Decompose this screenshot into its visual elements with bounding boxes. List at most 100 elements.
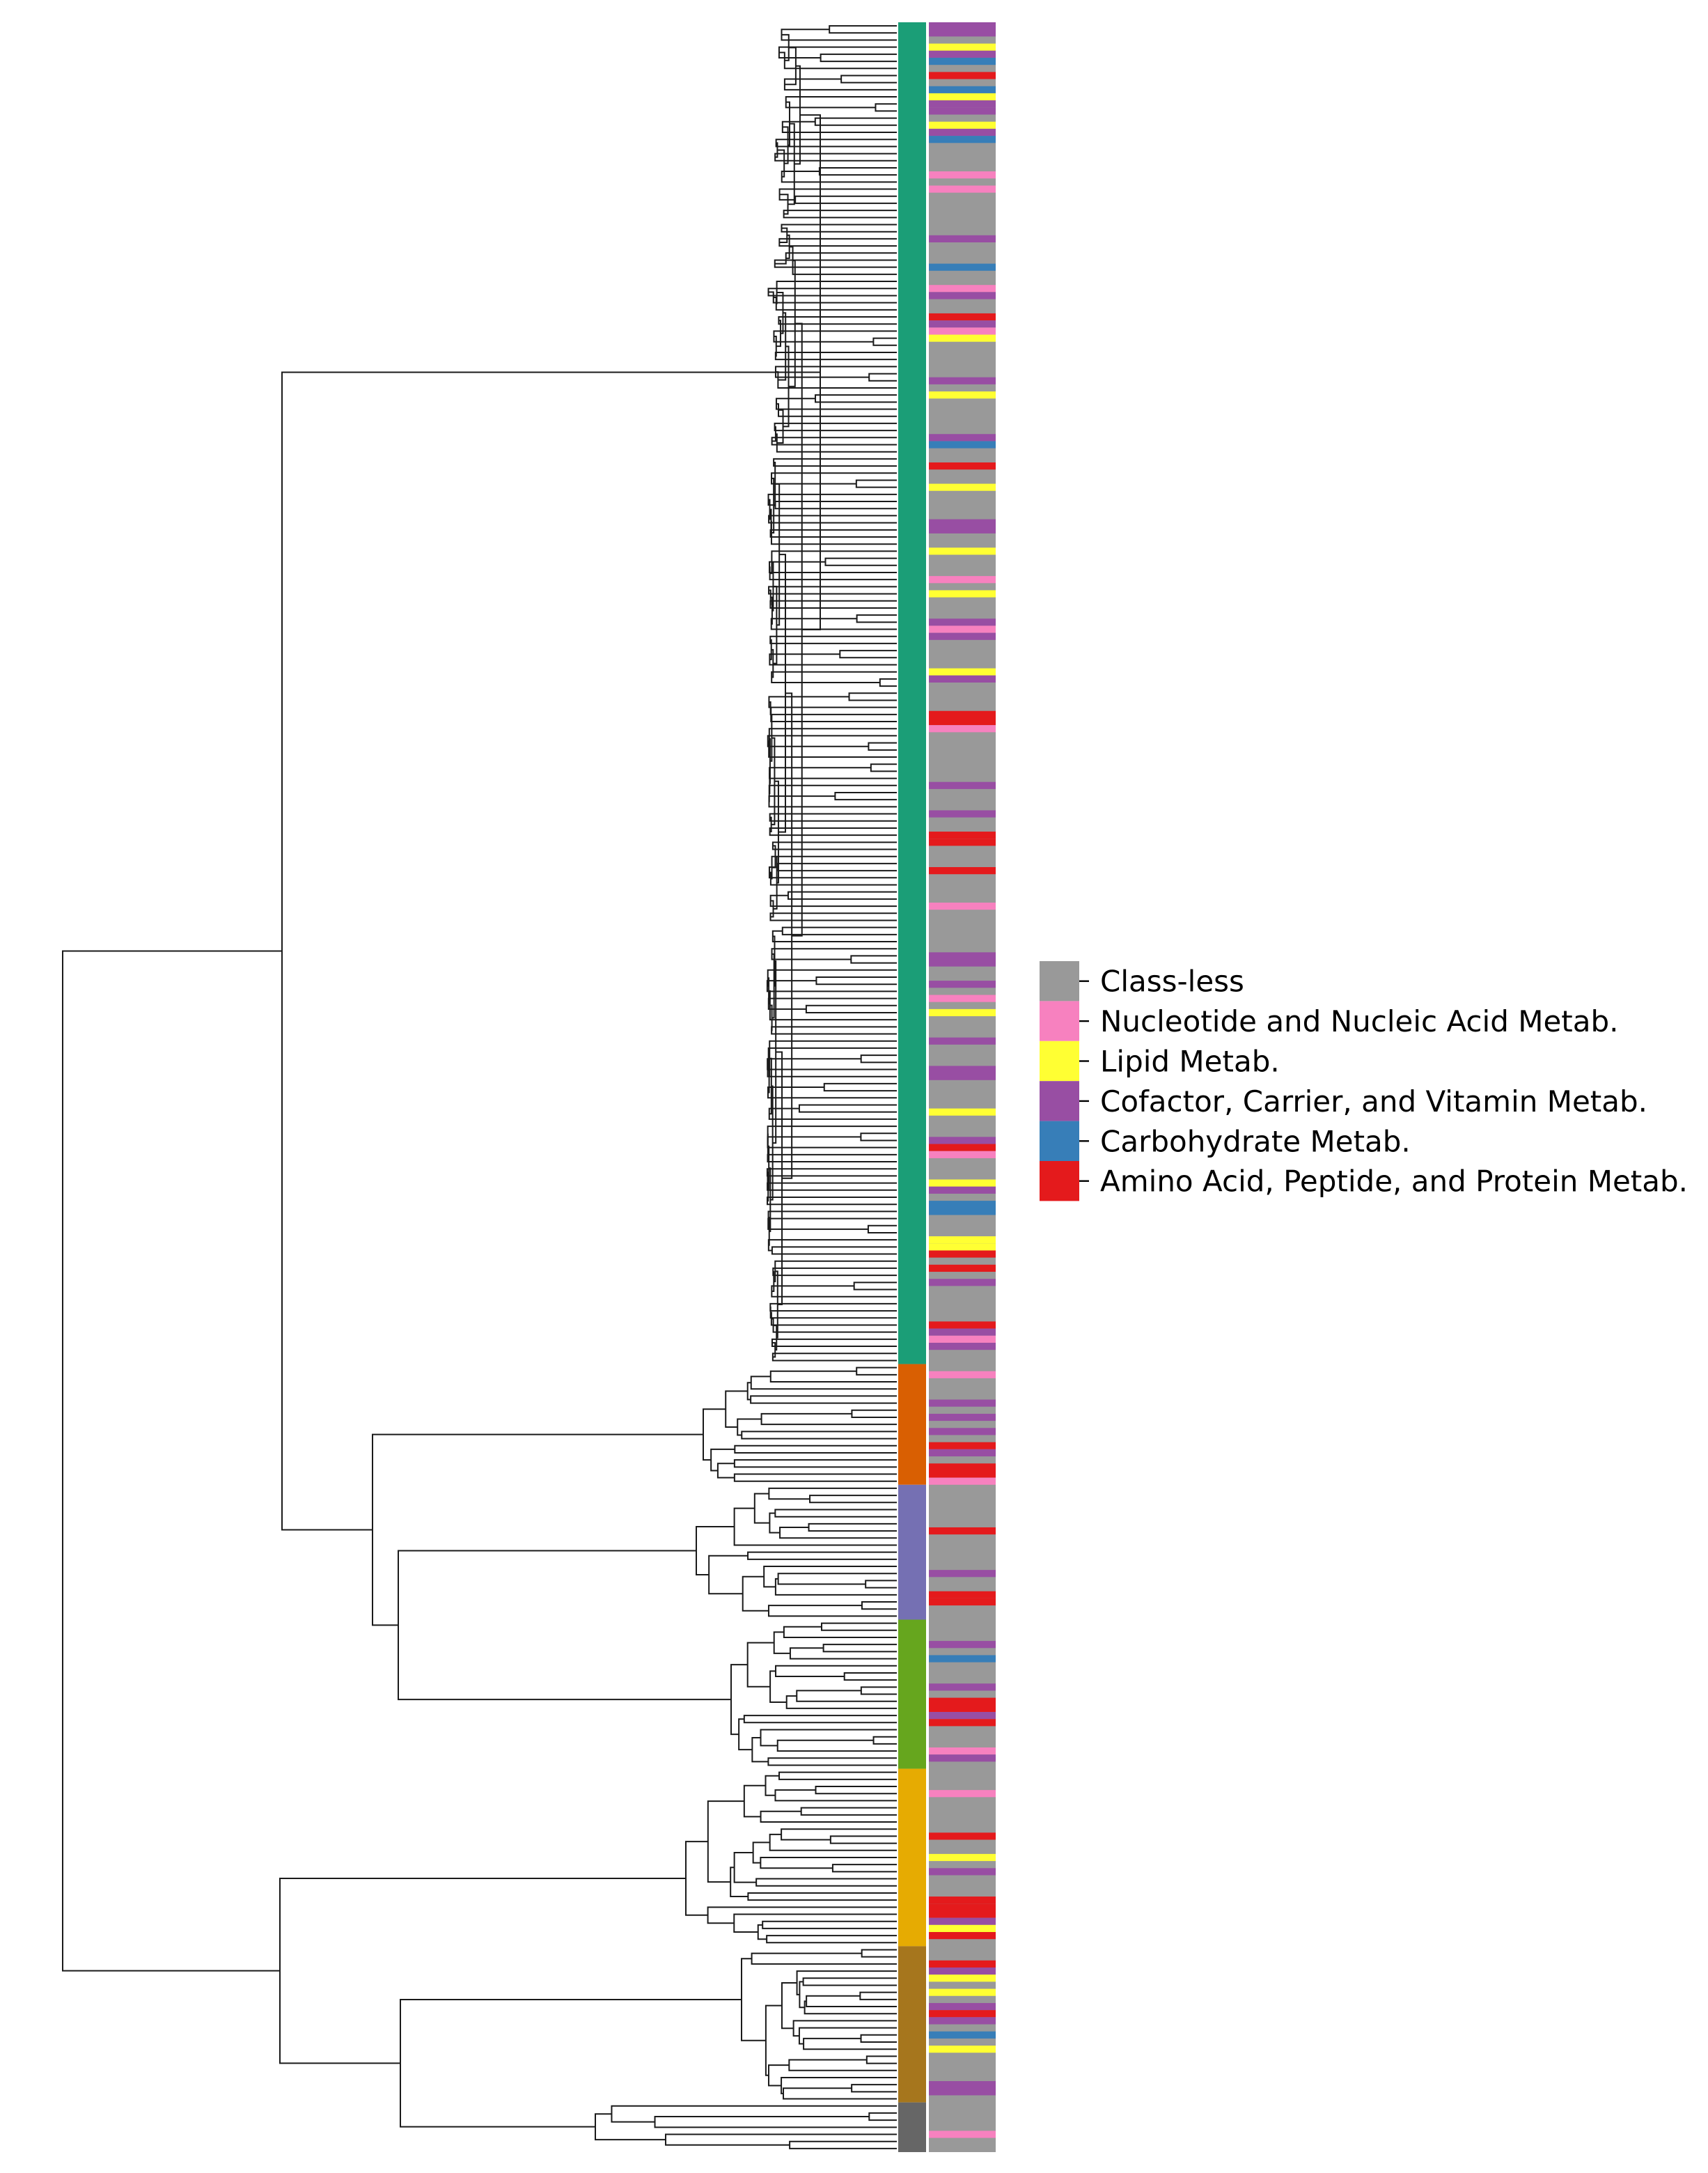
dendrogram-link xyxy=(746,1642,774,1688)
class-segment xyxy=(929,1598,996,1606)
dendrogram-link xyxy=(789,2140,897,2149)
dendrogram-link xyxy=(788,260,796,387)
dendrogram-link xyxy=(762,1920,897,1929)
dendrogram-link xyxy=(768,866,897,879)
dendrogram-link xyxy=(766,1168,897,1177)
class-segment xyxy=(929,590,996,598)
class-segment xyxy=(929,519,996,533)
legend: Class-less Nucleotide and Nucleic Acid Me… xyxy=(1040,961,1688,1201)
class-segment xyxy=(929,625,996,633)
dendrogram-link xyxy=(772,935,776,987)
dendrogram-link xyxy=(767,997,897,1010)
legend-swatch xyxy=(1040,1041,1079,1082)
dendrogram-link xyxy=(766,1935,897,1944)
dendrogram-link xyxy=(771,561,774,612)
dendrogram-link xyxy=(400,1998,742,2128)
dendrogram-link xyxy=(781,224,897,233)
class-segment xyxy=(929,2002,996,2011)
class-segment xyxy=(929,832,996,839)
dendrogram-link xyxy=(755,1878,897,1887)
dendrogram-link xyxy=(752,1841,770,1864)
cluster-segment-cluster-7 xyxy=(898,2102,926,2152)
class-segment xyxy=(929,725,996,733)
class-segment xyxy=(929,441,996,449)
dendrogram-link xyxy=(751,1952,897,1965)
dendrogram-link xyxy=(781,33,790,61)
dendrogram-link xyxy=(773,296,897,311)
dendrogram-link xyxy=(773,330,897,343)
class-segment xyxy=(929,483,996,491)
dendrogram-link xyxy=(750,1376,897,1390)
class-segment xyxy=(929,334,996,342)
dendrogram-link xyxy=(782,692,793,1179)
class-segment xyxy=(929,171,996,179)
dendrogram-link xyxy=(774,252,897,265)
class-segment xyxy=(929,128,996,137)
dendrogram-link xyxy=(760,1412,897,1426)
dendrogram-link xyxy=(800,1807,897,1816)
dendrogram-link xyxy=(851,1409,897,1418)
dendrogram-link xyxy=(770,1311,897,1326)
dendrogram-link xyxy=(781,1981,797,2030)
legend-label: Lipid Metab. xyxy=(1100,1045,1280,1079)
class-segment xyxy=(929,1186,996,1194)
class-segment xyxy=(929,86,996,93)
class-segment xyxy=(929,263,996,271)
dendrogram-link xyxy=(710,1448,735,1472)
dendrogram-link xyxy=(823,1082,897,1092)
dendrogram-link xyxy=(778,316,897,325)
dendrogram-link xyxy=(769,653,897,666)
dendrogram-link xyxy=(763,1566,897,1588)
dendrogram-link xyxy=(685,1841,708,1916)
dendrogram-link xyxy=(843,1672,897,1681)
class-segment xyxy=(929,2010,996,2018)
class-segment xyxy=(929,1570,996,1578)
class-segment xyxy=(929,1335,996,1343)
class-segment xyxy=(929,1641,996,1649)
class-segment xyxy=(929,93,996,101)
dendrogram-link xyxy=(804,2000,897,2015)
class-segment xyxy=(929,981,996,988)
dendrogram-link xyxy=(774,780,779,884)
class-segment xyxy=(929,285,996,293)
dendrogram-link xyxy=(741,1431,897,1440)
class-segment xyxy=(929,1917,996,1925)
dendrogram-link xyxy=(771,845,776,869)
dendrogram-link xyxy=(798,1104,897,1113)
dendrogram-link xyxy=(773,1631,790,1654)
class-segment xyxy=(929,1903,996,1918)
class-segment xyxy=(929,839,996,846)
dendrogram-link xyxy=(865,1580,897,1589)
dendrogram-link xyxy=(806,1995,897,2008)
dendrogram-link xyxy=(774,153,897,162)
class-segment xyxy=(929,1988,996,1996)
dendrogram-link xyxy=(771,437,897,446)
dendrogram-link xyxy=(769,894,897,908)
dendrogram-link xyxy=(875,103,897,112)
dendrogram-link xyxy=(783,1626,897,1638)
dendrogram-link xyxy=(771,841,897,850)
dendrogram-link xyxy=(867,1224,897,1233)
dendrogram-link xyxy=(778,52,897,70)
dendrogram-link xyxy=(829,25,897,34)
dendrogram-link xyxy=(767,1063,897,1077)
dendrogram-link xyxy=(778,237,897,247)
class-segment xyxy=(929,1712,996,1720)
dendrogram-link xyxy=(851,2084,897,2093)
dendrogram-link xyxy=(753,1493,770,1524)
dendrogram-link xyxy=(805,1004,897,1013)
dendrogram-link xyxy=(776,403,897,417)
dendrogram-link xyxy=(868,742,897,751)
dendrogram-link xyxy=(664,2133,897,2146)
dendrogram-tree xyxy=(62,25,897,2149)
dendrogram-link xyxy=(839,650,897,659)
dendrogram-link xyxy=(771,472,897,485)
dendrogram-link xyxy=(783,210,897,219)
dendrogram-link xyxy=(781,926,897,935)
class-segment xyxy=(929,1243,996,1251)
dendrogram-link xyxy=(850,955,897,964)
dendrogram-link xyxy=(856,1366,897,1376)
dendrogram-link xyxy=(788,123,795,205)
class-segment xyxy=(929,320,996,328)
class-segment xyxy=(929,547,996,555)
